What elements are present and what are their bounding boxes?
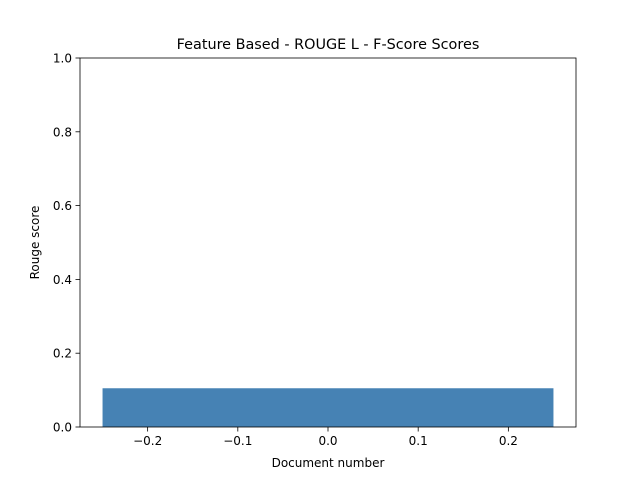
x-axis: −0.2 −0.1 0.0 0.1 0.2 <box>133 427 518 448</box>
x-tick-label: −0.1 <box>223 434 252 448</box>
x-tick-label: 0.1 <box>409 434 428 448</box>
y-tick-label: 0.6 <box>53 199 72 213</box>
x-tick-label: 0.2 <box>499 434 518 448</box>
y-tick-label: 0.2 <box>53 347 72 361</box>
bars-group <box>102 388 554 427</box>
y-tick-label: 1.0 <box>53 52 72 66</box>
chart-title: Feature Based - ROUGE L - F-Score Scores <box>177 37 480 53</box>
x-tick-label: −0.2 <box>133 434 162 448</box>
y-tick-label: 0.4 <box>53 273 72 287</box>
x-tick-label: 0.0 <box>318 434 337 448</box>
x-axis-label: Document number <box>272 456 385 470</box>
bar-document-0 <box>102 388 554 427</box>
y-axis: 0.0 0.2 0.4 0.6 0.8 1.0 <box>53 52 80 435</box>
y-tick-label: 0.8 <box>53 125 72 139</box>
y-tick-label: 0.0 <box>53 421 72 435</box>
y-axis-label: Rouge score <box>28 206 42 280</box>
